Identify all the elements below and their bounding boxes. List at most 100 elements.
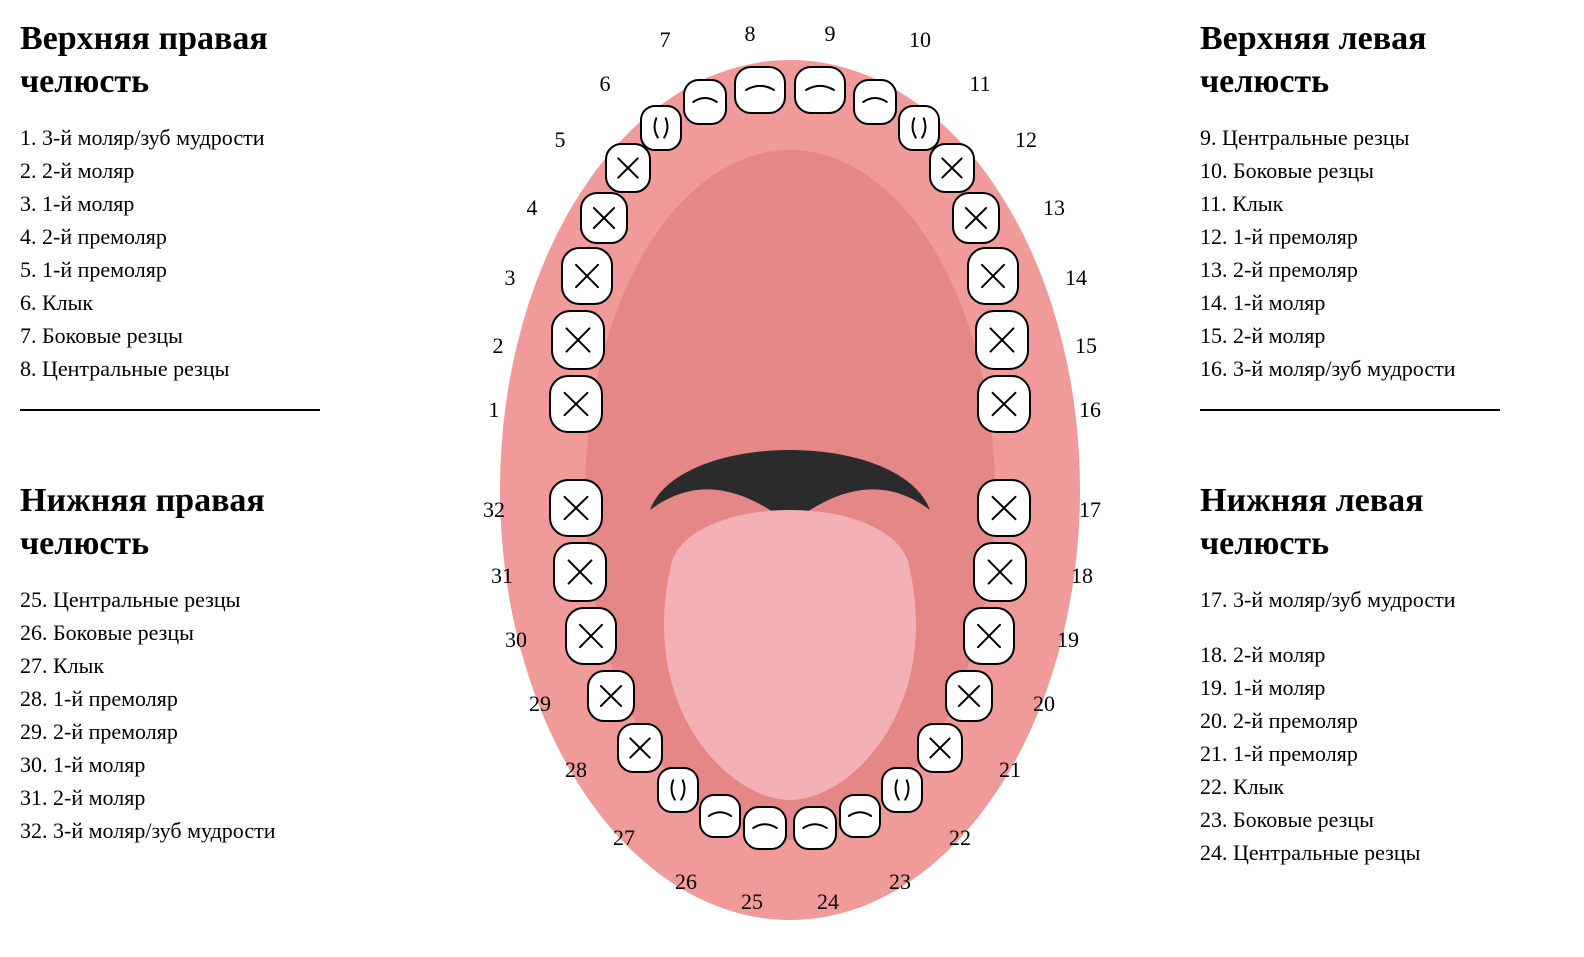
tooth-legend-item: 7. Боковые резцы bbox=[20, 319, 380, 352]
legend-label: 1-й премоляр bbox=[42, 257, 167, 282]
tooth-2 bbox=[552, 311, 604, 369]
tooth-legend-item: 24. Центральные резцы bbox=[1200, 836, 1560, 869]
tooth-number-18: 18 bbox=[1071, 563, 1093, 589]
legend-label: 3-й моляр/зуб мудрости bbox=[42, 125, 265, 150]
tooth-25 bbox=[744, 807, 786, 849]
tooth-legend-item: 27. Клык bbox=[20, 649, 380, 682]
tooth-28 bbox=[618, 724, 662, 772]
legend-number: 22. bbox=[1200, 774, 1233, 799]
heading-upper-left: Верхняя левая челюсть bbox=[1200, 18, 1560, 103]
legend-number: 7. bbox=[20, 323, 42, 348]
tooth-number-12: 12 bbox=[1015, 127, 1037, 153]
tooth-number-11: 11 bbox=[969, 71, 990, 97]
legend-number: 10. bbox=[1200, 158, 1233, 183]
tooth-number-6: 6 bbox=[600, 71, 611, 97]
legend-label: 1-й премоляр bbox=[1233, 741, 1358, 766]
tooth-31 bbox=[554, 543, 606, 601]
heading-lower-right: Нижняя правая челюсть bbox=[20, 480, 380, 565]
tooth-number-21: 21 bbox=[999, 757, 1021, 783]
legend-label: Боковые резцы bbox=[42, 323, 183, 348]
tooth-legend-item: 9. Центральные резцы bbox=[1200, 121, 1560, 154]
tooth-17 bbox=[978, 480, 1030, 536]
legend-label: 3-й моляр/зуб мудрости bbox=[1233, 587, 1456, 612]
tooth-14 bbox=[968, 248, 1018, 304]
tooth-legend-item: 32. 3-й моляр/зуб мудрости bbox=[20, 814, 380, 847]
legend-number: 32. bbox=[20, 818, 53, 843]
tooth-30 bbox=[566, 608, 616, 664]
tooth-number-30: 30 bbox=[505, 627, 527, 653]
legend-label: 1-й моляр bbox=[53, 752, 145, 777]
legend-label: Боковые резцы bbox=[1233, 807, 1374, 832]
tooth-29 bbox=[588, 671, 634, 721]
tooth-number-9: 9 bbox=[825, 21, 836, 47]
tooth-number-22: 22 bbox=[949, 825, 971, 851]
tooth-legend-item: 17. 3-й моляр/зуб мудрости bbox=[1200, 583, 1560, 616]
legend-number: 18. bbox=[1200, 642, 1233, 667]
tooth-number-7: 7 bbox=[660, 27, 671, 53]
tooth-15 bbox=[976, 311, 1028, 369]
legend-number: 21. bbox=[1200, 741, 1233, 766]
divider-right bbox=[20, 409, 320, 411]
legend-label: 1-й моляр bbox=[1233, 290, 1325, 315]
tooth-number-4: 4 bbox=[527, 195, 538, 221]
tooth-number-20: 20 bbox=[1033, 691, 1055, 717]
legend-number: 19. bbox=[1200, 675, 1233, 700]
tooth-legend-item: 22. Клык bbox=[1200, 770, 1560, 803]
tooth-number-24: 24 bbox=[817, 889, 839, 915]
tooth-number-31: 31 bbox=[491, 563, 513, 589]
legend-number: 3. bbox=[20, 191, 42, 216]
tooth-number-28: 28 bbox=[565, 757, 587, 783]
legend-label: 2-й премоляр bbox=[1233, 708, 1358, 733]
tooth-legend-item: 21. 1-й премоляр bbox=[1200, 737, 1560, 770]
tooth-number-2: 2 bbox=[493, 333, 504, 359]
tooth-19 bbox=[964, 608, 1014, 664]
legend-number: 13. bbox=[1200, 257, 1233, 282]
list-upper-right: 1. 3-й моляр/зуб мудрости2. 2-й моляр3. … bbox=[20, 121, 380, 385]
quadrant-upper-right: Верхняя правая челюсть 1. 3-й моляр/зуб … bbox=[20, 18, 380, 429]
legend-number: 9. bbox=[1200, 125, 1222, 150]
quadrant-lower-left: Нижняя левая челюсть 17. 3-й моляр/зуб м… bbox=[1200, 480, 1560, 869]
tooth-legend-item: 29. 2-й премоляр bbox=[20, 715, 380, 748]
tooth-number-32: 32 bbox=[483, 497, 505, 523]
legend-number: 30. bbox=[20, 752, 53, 777]
legend-label: 2-й моляр bbox=[53, 785, 145, 810]
legend-label: 3-й моляр/зуб мудрости bbox=[1233, 356, 1456, 381]
legend-label: 2-й моляр bbox=[1233, 323, 1325, 348]
legend-label: Клык bbox=[42, 290, 93, 315]
legend-label: 1-й премоляр bbox=[53, 686, 178, 711]
legend-label: Клык bbox=[1232, 191, 1283, 216]
tooth-number-5: 5 bbox=[555, 127, 566, 153]
quadrant-upper-left: Верхняя левая челюсть 9. Центральные рез… bbox=[1200, 18, 1560, 429]
tooth-legend-item: 31. 2-й моляр bbox=[20, 781, 380, 814]
tooth-number-1: 1 bbox=[489, 397, 500, 423]
tooth-legend-item: 26. Боковые резцы bbox=[20, 616, 380, 649]
tooth-number-17: 17 bbox=[1079, 497, 1101, 523]
tooth-legend-item: 13. 2-й премоляр bbox=[1200, 253, 1560, 286]
tooth-number-25: 25 bbox=[741, 889, 763, 915]
legend-label: 2-й премоляр bbox=[1233, 257, 1358, 282]
divider-left bbox=[1200, 409, 1500, 411]
tooth-legend-item: 5. 1-й премоляр bbox=[20, 253, 380, 286]
tooth-7 bbox=[684, 80, 726, 124]
tooth-12 bbox=[930, 144, 974, 192]
legend-label: Центральные резцы bbox=[1233, 840, 1420, 865]
quadrant-lower-right: Нижняя правая челюсть 25. Центральные ре… bbox=[20, 480, 380, 847]
tooth-legend-item: 2. 2-й моляр bbox=[20, 154, 380, 187]
legend-label: 3-й моляр/зуб мудрости bbox=[53, 818, 276, 843]
legend-label: 2-й моляр bbox=[42, 158, 134, 183]
tooth-legend-item: 18. 2-й моляр bbox=[1200, 638, 1560, 671]
legend-number: 5. bbox=[20, 257, 42, 282]
legend-label: Клык bbox=[53, 653, 104, 678]
tooth-legend-item: 16. 3-й моляр/зуб мудрости bbox=[1200, 352, 1560, 385]
legend-number: 31. bbox=[20, 785, 53, 810]
legend-label: 2-й моляр bbox=[1233, 642, 1325, 667]
tooth-1 bbox=[550, 376, 602, 432]
list-upper-left: 9. Центральные резцы10. Боковые резцы11.… bbox=[1200, 121, 1560, 385]
tooth-26 bbox=[700, 795, 740, 837]
tooth-22 bbox=[882, 768, 922, 812]
legend-number: 23. bbox=[1200, 807, 1233, 832]
tooth-number-3: 3 bbox=[505, 265, 516, 291]
tooth-23 bbox=[840, 795, 880, 837]
legend-number: 8. bbox=[20, 356, 42, 381]
tooth-27 bbox=[658, 768, 698, 812]
